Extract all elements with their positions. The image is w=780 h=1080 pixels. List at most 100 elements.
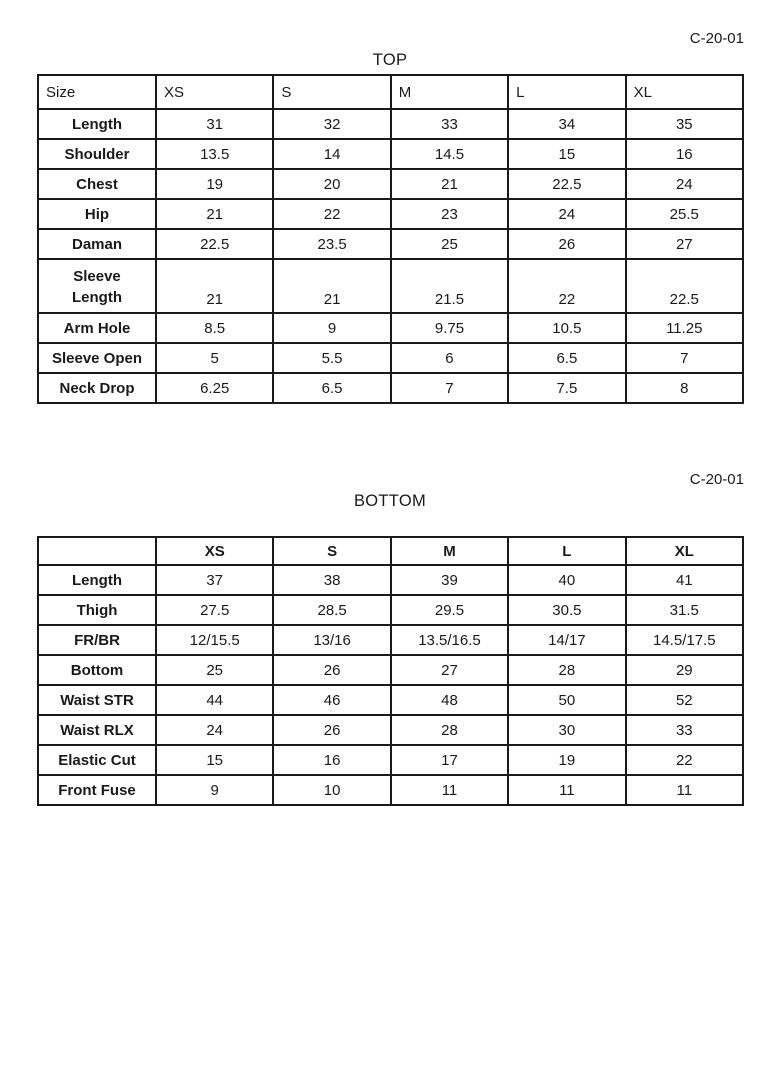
- cell-value: 34: [507, 108, 627, 140]
- header-cell-xs: XS: [154, 536, 275, 566]
- cell-value: 21: [272, 258, 392, 314]
- cell-value: 39: [389, 564, 510, 596]
- cell-value: 23: [389, 198, 510, 230]
- cell-value: 10: [272, 774, 392, 806]
- cell-value: 27: [624, 228, 745, 260]
- cell-value: 32: [272, 108, 392, 140]
- table-row: Front Fuse 9 10 11 11 11: [37, 774, 745, 806]
- row-label: Length: [37, 108, 157, 140]
- cell-value: 9.75: [389, 312, 510, 344]
- cell-value: 13.5: [154, 138, 275, 170]
- header-cell-l: L: [507, 74, 627, 110]
- row-label: Length: [37, 564, 157, 596]
- cell-value: 22: [507, 258, 627, 314]
- cell-value: 25.5: [624, 198, 745, 230]
- cell-value: 7: [389, 372, 510, 404]
- top-size-table: Size XS S M L XL Length 31 32 33 34 35 Shoulde…: [37, 74, 745, 404]
- table-row: Bottom 25 26 27 28 29: [37, 654, 745, 686]
- cell-value: 10.5: [507, 312, 627, 344]
- table-row: Neck Drop 6.25 6.5 7 7.5 8: [37, 372, 745, 404]
- cell-value: 44: [154, 684, 275, 716]
- cell-value: 7: [624, 342, 745, 374]
- row-label: Elastic Cut: [37, 744, 157, 776]
- cell-value: 22.5: [154, 228, 275, 260]
- cell-value: 15: [154, 744, 275, 776]
- row-label: Waist RLX: [37, 714, 157, 746]
- row-label: Daman: [37, 228, 157, 260]
- cell-value: 7.5: [507, 372, 627, 404]
- cell-value: 20: [272, 168, 392, 200]
- table-row: Sleeve Length 21 21 21.5 22 22.5: [37, 258, 745, 314]
- cell-value: 8: [624, 372, 745, 404]
- cell-value: 13/16: [272, 624, 392, 656]
- top-header-row: Size XS S M L XL: [37, 74, 745, 110]
- row-label: FR/BR: [37, 624, 157, 656]
- header-cell-s: S: [272, 74, 392, 110]
- header-cell-xl: XL: [624, 74, 745, 110]
- cell-value: 22.5: [624, 258, 745, 314]
- row-label: Shoulder: [37, 138, 157, 170]
- table-row: Length 31 32 33 34 35: [37, 108, 745, 140]
- cell-value: 33: [624, 714, 745, 746]
- cell-value: 35: [624, 108, 745, 140]
- cell-value: 40: [507, 564, 627, 596]
- row-label: Arm Hole: [37, 312, 157, 344]
- header-cell-xl: XL: [624, 536, 745, 566]
- cell-value: 26: [507, 228, 627, 260]
- cell-value: 22.5: [507, 168, 627, 200]
- cell-value: 24: [154, 714, 275, 746]
- row-label: Hip: [37, 198, 157, 230]
- header-cell-l: L: [507, 536, 627, 566]
- cell-value: 30.5: [507, 594, 627, 626]
- cell-value: 11.25: [624, 312, 745, 344]
- doc-code-top: C-20-01: [689, 30, 744, 47]
- cell-value: 22: [624, 744, 745, 776]
- table-row: Chest 19 20 21 22.5 24: [37, 168, 745, 200]
- cell-value: 25: [389, 228, 510, 260]
- doc-code-bottom: C-20-01: [689, 471, 744, 488]
- cell-value: 52: [624, 684, 745, 716]
- cell-value: 6.25: [154, 372, 275, 404]
- table-row: Arm Hole 8.5 9 9.75 10.5 11.25: [37, 312, 745, 344]
- cell-value: 38: [272, 564, 392, 596]
- cell-value: 22: [272, 198, 392, 230]
- table-row: Waist STR 44 46 48 50 52: [37, 684, 745, 716]
- cell-value: 15: [507, 138, 627, 170]
- cell-value: 14: [272, 138, 392, 170]
- cell-value: 21: [389, 168, 510, 200]
- top-section-title: TOP: [372, 51, 408, 69]
- cell-value: 25: [154, 654, 275, 686]
- cell-value: 21: [154, 258, 275, 314]
- cell-value: 12/15.5: [154, 624, 275, 656]
- cell-value: 28: [507, 654, 627, 686]
- cell-value: 19: [154, 168, 275, 200]
- row-label: Neck Drop: [37, 372, 157, 404]
- cell-value: 14.5: [389, 138, 510, 170]
- bottom-header-row: XS S M L XL: [37, 536, 745, 566]
- table-row: Daman 22.5 23.5 25 26 27: [37, 228, 745, 260]
- cell-value: 11: [389, 774, 510, 806]
- row-label: Sleeve Open: [37, 342, 157, 374]
- cell-value: 30: [507, 714, 627, 746]
- cell-value: 8.5: [154, 312, 275, 344]
- table-row: Waist RLX 24 26 28 30 33: [37, 714, 745, 746]
- cell-value: 29.5: [389, 594, 510, 626]
- cell-value: 27: [389, 654, 510, 686]
- cell-value: 31.5: [624, 594, 745, 626]
- cell-value: 6: [389, 342, 510, 374]
- cell-value: 11: [624, 774, 745, 806]
- bottom-section-title: BOTTOM: [353, 492, 427, 510]
- cell-value: 21: [154, 198, 275, 230]
- cell-value: 24: [624, 168, 745, 200]
- header-cell-size: Size: [37, 74, 157, 110]
- cell-value: 33: [389, 108, 510, 140]
- cell-value: 9: [272, 312, 392, 344]
- cell-value: 14/17: [507, 624, 627, 656]
- cell-value: 13.5/16.5: [389, 624, 510, 656]
- cell-value: 29: [624, 654, 745, 686]
- row-label: Sleeve Length: [37, 258, 157, 314]
- table-row: Hip 21 22 23 24 25.5: [37, 198, 745, 230]
- header-cell-m: M: [389, 74, 510, 110]
- cell-value: 5: [154, 342, 275, 374]
